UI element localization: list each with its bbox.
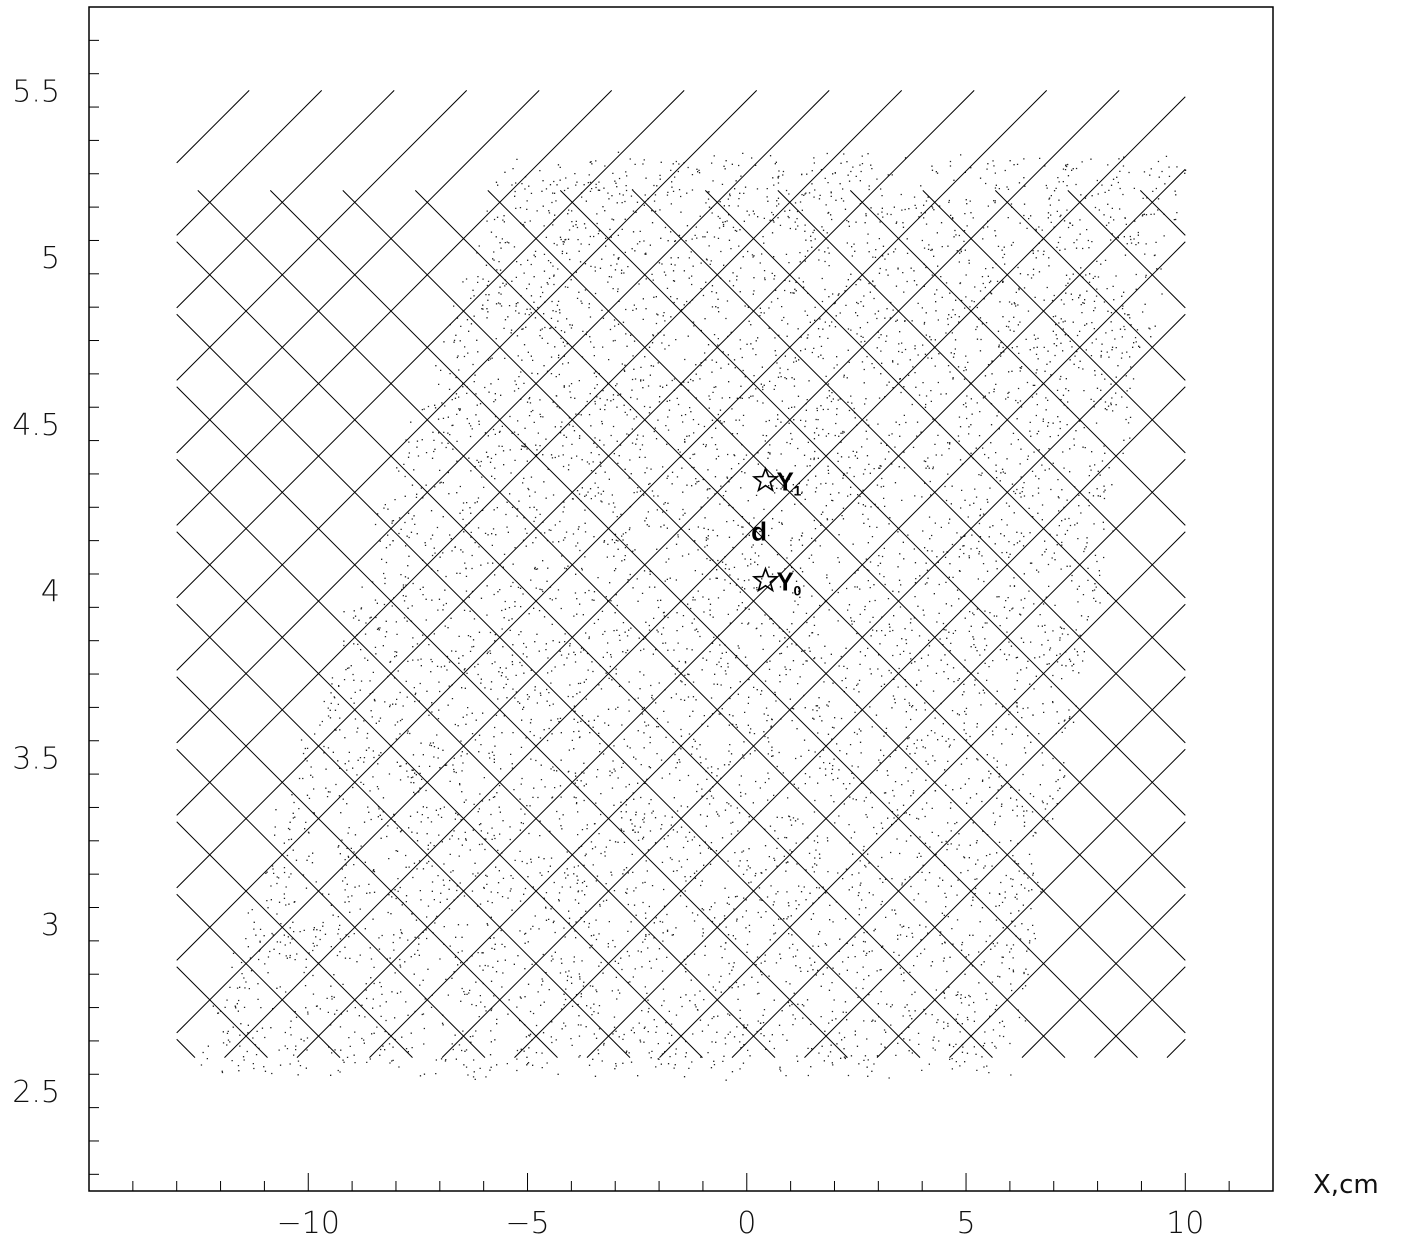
x-tick-label: 0: [737, 1206, 756, 1241]
grid-line-down: [777, 190, 1186, 599]
y-tick-label: 5: [41, 241, 60, 276]
scatter-points: [200, 151, 1187, 1081]
grid-line-up: [586, 458, 1186, 1058]
grid-line-down: [176, 603, 631, 1058]
grid-line-down: [559, 190, 1186, 816]
annotation-subscript: 0: [794, 583, 802, 599]
grid-line-up: [441, 313, 1186, 1058]
grid-line-up: [176, 90, 758, 671]
grid-line-up: [369, 241, 1186, 1058]
grid-line-up: [1021, 893, 1186, 1058]
grid-line-up: [176, 90, 323, 236]
grid-line-down: [176, 386, 848, 1058]
grid-line-down: [176, 241, 993, 1058]
grid-line-down: [1139, 190, 1186, 236]
y-tick-label: 3.5: [12, 741, 60, 776]
y-axis: 2.5 3 3.5 4 4.5 5 5.5: [12, 6, 99, 1175]
grid-line-up: [1166, 1038, 1186, 1058]
annotation-subscript: 1: [794, 483, 802, 499]
star-marker: [751, 466, 780, 493]
grid-line-down: [176, 458, 776, 1058]
grid-line-down: [176, 531, 703, 1058]
scatter-point-cloud: [200, 151, 1187, 1081]
star-marker: [751, 566, 780, 593]
grid-line-down: [414, 190, 1186, 961]
grid-line-down: [269, 190, 1138, 1058]
grid-line-up: [804, 676, 1186, 1058]
x-axis-title: X,cm: [1313, 1170, 1379, 1200]
grid-line-down: [176, 748, 486, 1058]
y-tick-label: 5.5: [12, 74, 60, 109]
grid-line-up: [176, 90, 1048, 961]
grid-line-down: [342, 190, 1186, 1034]
x-tick-label: 10: [1166, 1206, 1204, 1241]
grid-line-up: [176, 90, 395, 309]
grid-line-down: [487, 190, 1186, 889]
grid-line-up: [176, 90, 613, 526]
grid-line-up: [514, 386, 1186, 1058]
annotation-label-d: d: [751, 517, 767, 547]
grid-line-up: [176, 90, 468, 381]
x-tick-label: 5: [956, 1206, 975, 1241]
grid-line-up: [1094, 966, 1186, 1058]
grid-line-down: [704, 190, 1186, 671]
annotations: Y 1Y 0d: [751, 466, 802, 599]
grid-line-up: [176, 90, 685, 599]
grid-line-up: [176, 90, 830, 744]
grid-line-down: [176, 676, 558, 1058]
grid-line-down: [176, 893, 341, 1058]
y-tick-label: 4.5: [12, 408, 60, 443]
grid-line-down: [1067, 190, 1186, 309]
grid-line-up: [176, 90, 250, 164]
grid-line-down: [176, 1038, 196, 1058]
grid-line-up: [176, 90, 975, 889]
grid-line-up: [176, 90, 1120, 1034]
y-tick-label: 3: [41, 908, 60, 943]
grid-line-down: [922, 190, 1186, 454]
plot-frame: [88, 6, 1274, 1192]
grid-line-down: [176, 966, 268, 1058]
diagonal-line-grid: [176, 90, 1186, 1058]
x-axis: −10 −5 0 5 10: [88, 1173, 1274, 1241]
y-tick-label: 2.5: [12, 1075, 60, 1110]
annotation-label: Y: [777, 467, 794, 497]
grid-line-down: [176, 313, 921, 1058]
grid-line-down: [197, 190, 1066, 1058]
x-tick-label: −10: [277, 1206, 340, 1241]
grid-line-up: [876, 748, 1186, 1058]
grid-line-up: [731, 603, 1186, 1058]
grid-line-up: [224, 96, 1186, 1058]
grid-line-up: [176, 90, 540, 454]
y-tick-label: 4: [41, 575, 60, 610]
grid-line-up: [176, 90, 903, 816]
grid-line-down: [176, 821, 413, 1058]
grid-line-up: [296, 168, 1186, 1058]
grid-line-down: [632, 190, 1186, 744]
grid-line-up: [949, 821, 1186, 1058]
annotation-label: Y: [777, 567, 794, 597]
grid-line-down: [994, 190, 1186, 381]
x-tick-label: −5: [505, 1206, 549, 1241]
grid-line-up: [659, 531, 1186, 1058]
grid-line-down: [849, 190, 1186, 526]
